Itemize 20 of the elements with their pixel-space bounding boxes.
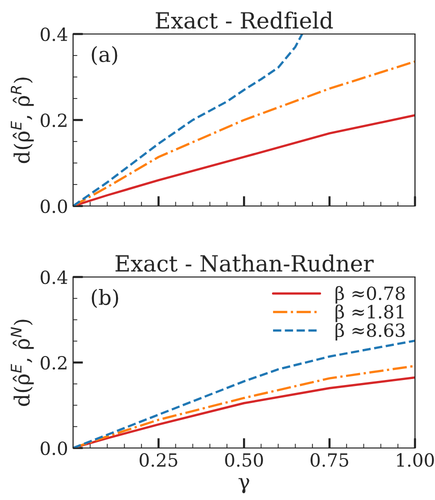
x-tick-label: 1.00 <box>397 453 434 467</box>
y-tick-label: 0.4 <box>40 270 68 284</box>
x-tick-label: 0.25 <box>140 453 178 467</box>
y-tick-label: 0.0 <box>40 441 68 456</box>
legend-label: β ≈8.63 <box>336 322 405 341</box>
y-tick-label: 0.4 <box>40 27 68 42</box>
y-axis-title: d(ρ̂$^{E}$, ρ̂$^{N}$) <box>10 320 34 406</box>
y-axis-title: d(ρ̂$^{E}$, ρ̂$^{R}$) <box>10 78 34 164</box>
x-tick-label: 0.75 <box>310 453 348 467</box>
x-axis-title: γ <box>238 478 250 494</box>
y-tick-label: 0.2 <box>40 356 66 370</box>
x-tick-label: 0.50 <box>225 453 263 467</box>
chart-title: Exact - Nathan-Rudner <box>116 254 374 272</box>
y-tick-label: 0.2 <box>40 113 66 128</box>
annotation: (b) <box>92 288 118 308</box>
legend-label: β ≈0.78 <box>336 286 405 304</box>
chart-title: Exact - Redfield <box>156 12 333 29</box>
annotation: (a) <box>92 46 118 66</box>
y-tick-label: 0.0 <box>40 199 68 214</box>
legend-label: β ≈1.81 <box>336 304 404 322</box>
